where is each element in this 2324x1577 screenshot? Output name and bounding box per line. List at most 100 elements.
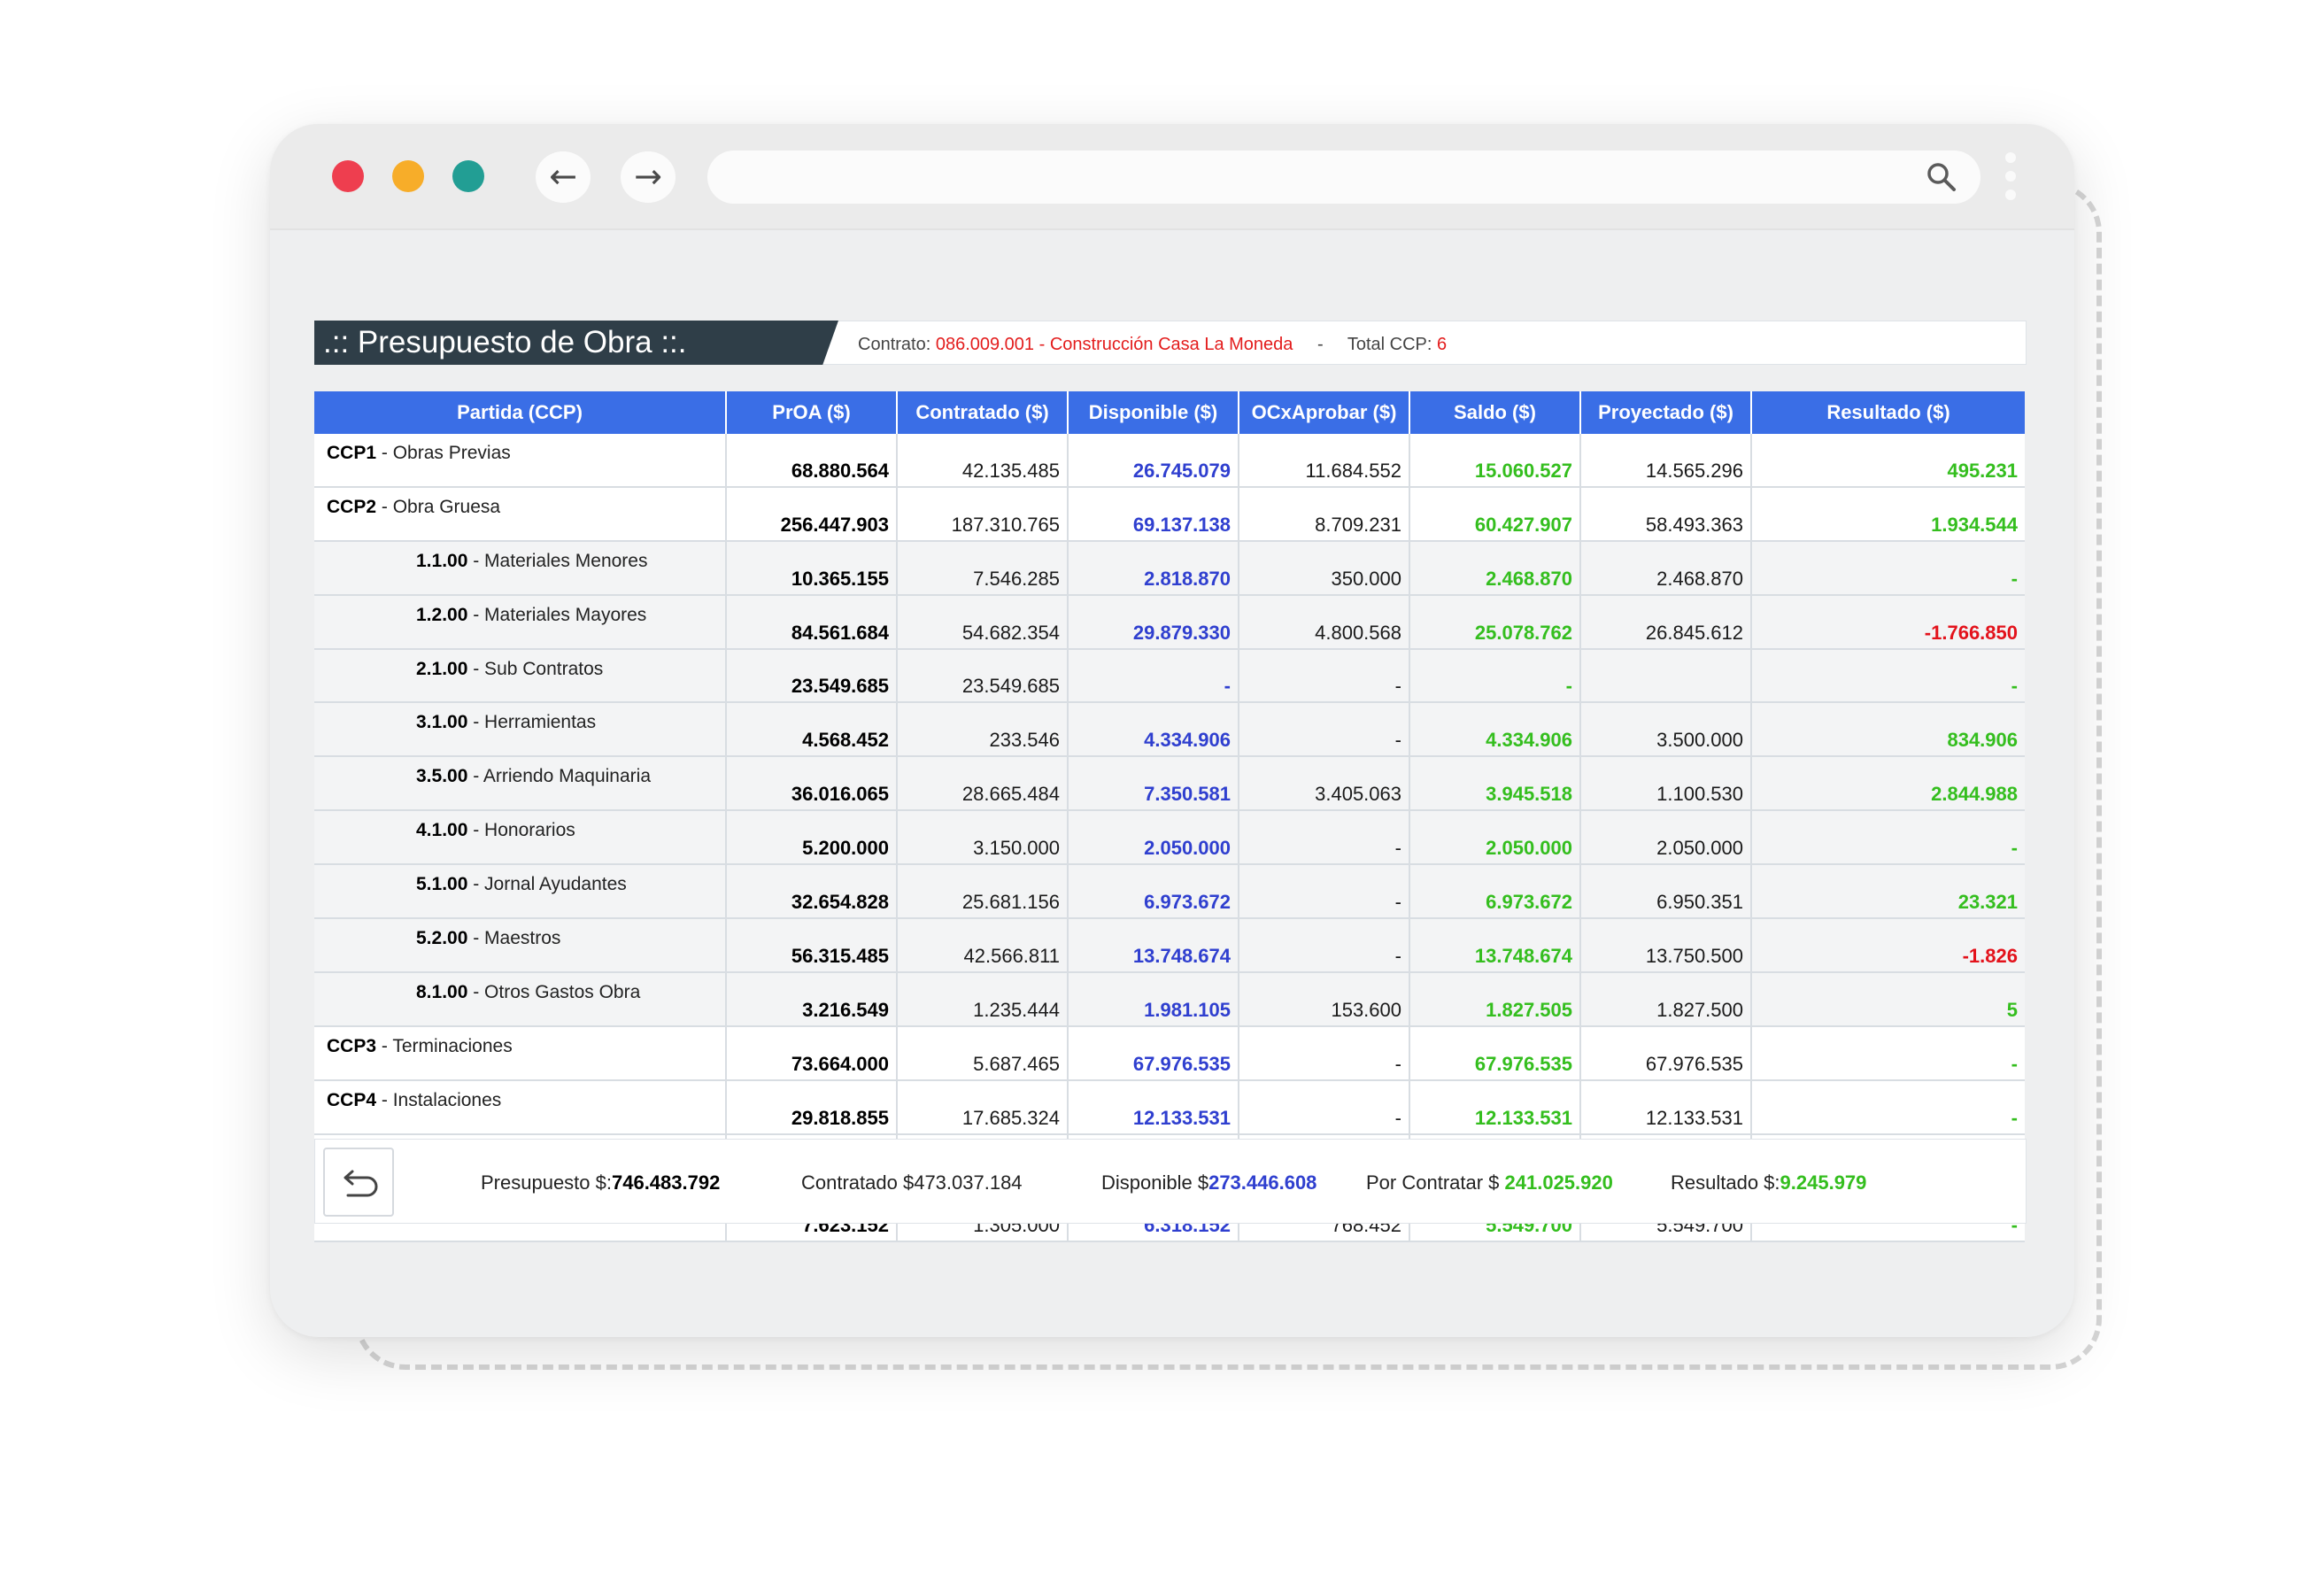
address-bar[interactable] (707, 151, 1980, 204)
minimize-window-button[interactable] (392, 160, 424, 192)
resultado-cell: 2.844.988 (1751, 756, 2025, 812)
resultado-cell: 495.231 (1751, 434, 2025, 488)
proa-cell: 84.561.684 (726, 594, 898, 650)
resultado-cell: 834.906 (1751, 702, 2025, 758)
saldo-cell: 60.427.907 (1409, 486, 1581, 542)
ocxaprobar-cell: - (1239, 1025, 1410, 1081)
partida-name: - Otros Gastos Obra (473, 981, 641, 1002)
ocxaprobar-cell: - (1239, 702, 1410, 758)
return-arrow-icon (344, 1170, 378, 1197)
proyectado-cell: 1.100.530 (1580, 756, 1752, 812)
contratado-cell: 54.682.354 (897, 594, 1069, 650)
column-header-disponible[interactable]: Disponible ($) (1068, 391, 1239, 434)
return-button[interactable] (323, 1148, 394, 1217)
proa-cell: 23.549.685 (726, 648, 898, 704)
column-header-partida[interactable]: Partida (CCP) (314, 391, 727, 434)
column-header-resultado[interactable]: Resultado ($) (1751, 391, 2025, 434)
table-row[interactable]: 4.1.00 - Honorarios 5.200.000 3.150.000 2.0… (314, 810, 2025, 866)
contratado-cell: 28.665.484 (897, 756, 1069, 812)
disponible-cell: 4.334.906 (1068, 702, 1239, 758)
disponible-cell: 67.976.535 (1068, 1025, 1239, 1081)
separator: - (1316, 335, 1324, 354)
proa-cell: 10.365.155 (726, 540, 898, 596)
back-arrow-icon[interactable]: ← (536, 151, 591, 203)
table-row[interactable]: 2.1.00 - Sub Contratos 23.549.685 23.549.6… (314, 648, 2025, 704)
table-row[interactable]: 5.2.00 - Maestros 56.315.485 42.566.811 13.… (314, 918, 2025, 973)
proyectado-cell: 14.565.296 (1580, 434, 1752, 488)
proa-cell: 29.818.855 (726, 1079, 898, 1135)
contratado-cell: 25.681.156 (897, 864, 1069, 920)
proyectado-cell: 2.050.000 (1580, 810, 1752, 866)
disponible-label: Disponible $ (1101, 1171, 1209, 1194)
resultado-cell: - (1751, 1079, 2025, 1135)
resultado-cell: - (1751, 648, 2025, 704)
column-header-contratado[interactable]: Contratado ($) (897, 391, 1069, 434)
saldo-cell: - (1409, 648, 1581, 704)
maximize-window-button[interactable] (452, 160, 484, 192)
ocxaprobar-cell: - (1239, 648, 1410, 704)
proyectado-cell: 67.976.535 (1580, 1025, 1752, 1081)
summary-disponible: Disponible $273.446.608 (1101, 1171, 1316, 1194)
column-header-proa[interactable]: PrOA ($) (726, 391, 898, 434)
contratado-cell: 42.566.811 (897, 918, 1069, 973)
proa-cell: 36.016.065 (726, 756, 898, 812)
partida-code: 1.1.00 (416, 550, 468, 571)
presupuesto-label: Presupuesto $: (481, 1171, 612, 1194)
partida-name: - Obras Previas (381, 443, 511, 463)
partida-code: 3.1.00 (416, 712, 468, 733)
partida-code: CCP1 (327, 443, 377, 463)
proyectado-cell: 13.750.500 (1580, 918, 1752, 973)
contratado-value: 473.037.184 (914, 1171, 1023, 1194)
disponible-cell: 69.137.138 (1068, 486, 1239, 542)
proyectado-cell: 12.133.531 (1580, 1079, 1752, 1135)
saldo-cell: 3.945.518 (1409, 756, 1581, 812)
partida-code: 4.1.00 (416, 820, 468, 841)
table-row[interactable]: 5.1.00 - Jornal Ayudantes 32.654.828 25.68… (314, 864, 2025, 920)
kebab-menu-icon[interactable] (2005, 152, 2018, 205)
table-row[interactable]: CCP4 - Instalaciones 29.818.855 17.685.324… (314, 1079, 2025, 1135)
partida-name: - Sub Contratos (473, 658, 604, 679)
ocxaprobar-cell: - (1239, 1079, 1410, 1135)
ocxaprobar-cell: 4.800.568 (1239, 594, 1410, 650)
partida-name: - Obra Gruesa (381, 496, 501, 517)
table-row[interactable]: 3.1.00 - Herramientas 4.568.452 233.546 4.3… (314, 702, 2025, 758)
page-title: .:: Presupuesto de Obra ::. (314, 321, 838, 365)
table-row[interactable]: 1.1.00 - Materiales Menores 10.365.155 7.5… (314, 540, 2025, 596)
table-row[interactable]: CCP1 - Obras Previas 68.880.564 42.135.485… (314, 434, 2025, 488)
partida-cell: CCP1 - Obras Previas (314, 434, 727, 488)
resultado-cell: -1.766.850 (1751, 594, 2025, 650)
ocxaprobar-cell: 350.000 (1239, 540, 1410, 596)
partida-code: 2.1.00 (416, 658, 468, 679)
resultado-value: 9.245.979 (1780, 1171, 1867, 1194)
contract-info: Contrato: 086.009.001 - Construcción Cas… (858, 335, 1447, 355)
contratado-cell: 3.150.000 (897, 810, 1069, 866)
column-header-saldo[interactable]: Saldo ($) (1409, 391, 1581, 434)
partida-code: 1.2.00 (416, 604, 468, 625)
partida-name: - Materiales Menores (473, 550, 648, 571)
saldo-cell: 15.060.527 (1409, 434, 1581, 488)
partida-cell: 3.5.00 - Arriendo Maquinaria (314, 756, 727, 812)
column-header-proyectado[interactable]: Proyectado ($) (1580, 391, 1752, 434)
close-window-button[interactable] (332, 160, 364, 192)
partida-cell: 2.1.00 - Sub Contratos (314, 648, 727, 704)
partida-code: 8.1.00 (416, 981, 468, 1002)
partida-cell: 5.1.00 - Jornal Ayudantes (314, 864, 727, 920)
partida-cell: 5.2.00 - Maestros (314, 918, 727, 973)
contratado-cell: 5.687.465 (897, 1025, 1069, 1081)
search-icon[interactable] (1926, 161, 1957, 193)
table-row[interactable]: 3.5.00 - Arriendo Maquinaria 36.016.065 28… (314, 756, 2025, 812)
table-row[interactable]: CCP2 - Obra Gruesa 256.447.903 187.310.765… (314, 486, 2025, 542)
table-row[interactable]: 8.1.00 - Otros Gastos Obra 3.216.549 1.235… (314, 971, 2025, 1027)
partida-name: - Jornal Ayudantes (473, 874, 627, 895)
partida-name: - Herramientas (473, 712, 597, 733)
total-ccp-value: 6 (1437, 335, 1448, 354)
table-row[interactable]: CCP3 - Terminaciones 73.664.000 5.687.465 6… (314, 1025, 2025, 1081)
partida-cell: CCP3 - Terminaciones (314, 1025, 727, 1081)
disponible-cell: 26.745.079 (1068, 434, 1239, 488)
table-row[interactable]: 1.2.00 - Materiales Mayores 84.561.684 54.… (314, 594, 2025, 650)
resultado-label: Resultado $: (1671, 1171, 1780, 1194)
column-header-ocxaprobar[interactable]: OCxAprobar ($) (1239, 391, 1410, 434)
forward-arrow-icon[interactable]: → (621, 151, 676, 203)
resultado-cell: -1.826 (1751, 918, 2025, 973)
summary-bar (314, 1139, 2027, 1224)
